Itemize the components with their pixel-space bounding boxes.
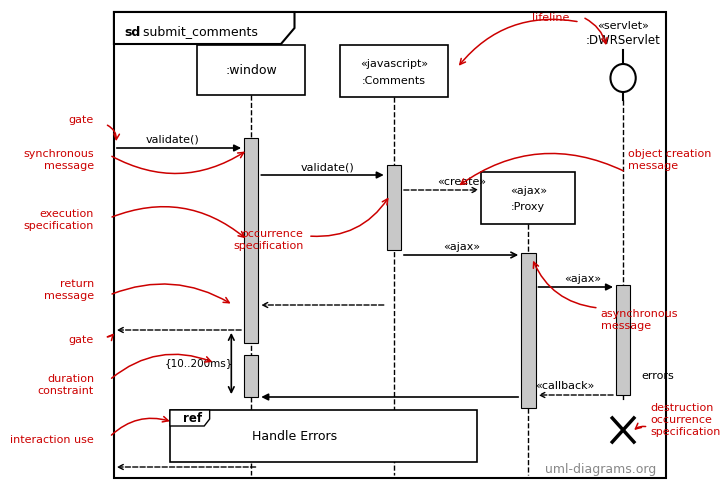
Text: validate(): validate() xyxy=(301,162,355,172)
Bar xyxy=(170,410,477,462)
Text: «create»: «create» xyxy=(437,177,486,187)
Text: gate: gate xyxy=(69,335,94,345)
Text: errors: errors xyxy=(641,371,674,381)
Text: uml-diagrams.org: uml-diagrams.org xyxy=(544,464,656,476)
Bar xyxy=(340,45,448,97)
Text: :window: :window xyxy=(225,63,277,77)
Text: :Comments: :Comments xyxy=(362,76,426,86)
Text: ref: ref xyxy=(183,411,202,425)
Bar xyxy=(197,45,306,95)
Text: «ajax»: «ajax» xyxy=(564,274,601,284)
Bar xyxy=(244,355,258,397)
Circle shape xyxy=(610,64,636,92)
Text: :DWRServlet: :DWRServlet xyxy=(586,33,660,47)
Text: occurrence
specification: occurrence specification xyxy=(233,229,303,251)
Bar xyxy=(521,253,536,408)
Text: object creation
message: object creation message xyxy=(628,149,711,171)
Text: «ajax»: «ajax» xyxy=(443,242,480,252)
Text: validate(): validate() xyxy=(146,135,200,145)
Polygon shape xyxy=(170,410,210,426)
Bar xyxy=(114,12,666,478)
Text: Handle Errors: Handle Errors xyxy=(252,430,337,442)
Text: lifeline: lifeline xyxy=(531,13,569,23)
Text: interaction use: interaction use xyxy=(10,435,94,445)
Text: submit_comments: submit_comments xyxy=(139,26,258,38)
Text: execution
specification: execution specification xyxy=(24,209,94,231)
Text: «callback»: «callback» xyxy=(535,381,594,391)
Text: synchronous
message: synchronous message xyxy=(23,149,94,171)
Text: destruction
occurrence
specification: destruction occurrence specification xyxy=(650,404,720,436)
Polygon shape xyxy=(114,12,295,44)
Text: gate: gate xyxy=(69,115,94,125)
Text: {10..200ms}: {10..200ms} xyxy=(164,358,233,368)
Text: :Proxy: :Proxy xyxy=(511,202,545,212)
Bar xyxy=(481,172,576,224)
Bar xyxy=(387,165,401,250)
Text: «servlet»: «servlet» xyxy=(597,21,649,31)
Text: «ajax»: «ajax» xyxy=(510,186,547,196)
Bar xyxy=(616,285,631,395)
Text: «javascript»: «javascript» xyxy=(360,59,428,69)
Text: sd: sd xyxy=(125,26,141,38)
Bar xyxy=(244,138,258,343)
Text: asynchronous
message: asynchronous message xyxy=(600,309,678,331)
Text: return
message: return message xyxy=(44,279,94,301)
Text: duration
constraint: duration constraint xyxy=(38,374,94,396)
